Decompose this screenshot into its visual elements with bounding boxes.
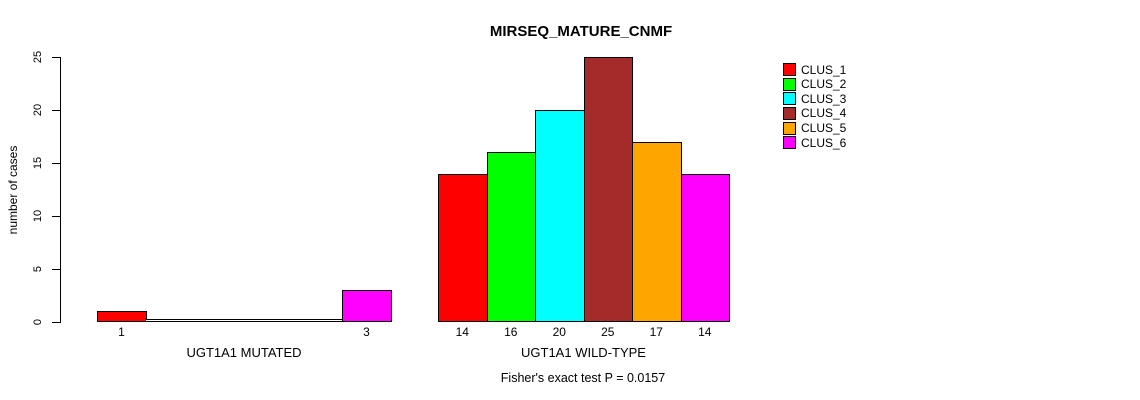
y-tick [52, 163, 60, 164]
bar-value-label: 1 [118, 325, 125, 339]
bar-clus_5 [632, 141, 682, 322]
zero-bar-clus_2 [146, 319, 196, 322]
zero-bar-clus_4 [244, 319, 294, 322]
y-tick-label: 0 [32, 318, 44, 326]
y-tick-label: 20 [32, 103, 44, 117]
legend-swatch [783, 63, 796, 76]
legend-swatch [783, 136, 796, 150]
y-tick [52, 269, 60, 270]
y-tick [52, 57, 60, 58]
legend-item-clus_6: CLUS_6 [783, 135, 847, 150]
legend-label: CLUS_1 [801, 62, 847, 77]
legend-item-clus_3: CLUS_3 [783, 91, 847, 106]
bar-value-label: 17 [649, 325, 663, 339]
bar-value-label: 20 [552, 325, 566, 339]
bar-value-label: 25 [601, 325, 615, 339]
legend-label: CLUS_2 [801, 77, 847, 92]
bar-clus_6 [342, 290, 392, 322]
legend-label: CLUS_3 [801, 91, 847, 106]
group-label-mutated: UGT1A1 MUTATED [186, 345, 302, 360]
legend-swatch [783, 106, 796, 120]
y-axis-title: number of cases [6, 145, 20, 235]
chart-title: MIRSEQ_MATURE_CNMF [489, 23, 673, 40]
bar-value-label: 14 [698, 325, 712, 339]
fisher-test-annotation: Fisher's exact test P = 0.0157 [500, 371, 666, 385]
y-axis-line [60, 57, 61, 323]
legend-item-clus_5: CLUS_5 [783, 121, 847, 136]
group-label-wildtype: UGT1A1 WILD-TYPE [521, 345, 646, 360]
bar-clus_4 [583, 57, 633, 322]
y-tick [52, 322, 60, 323]
bar-clus_1 [97, 311, 147, 322]
legend-swatch [783, 92, 796, 106]
bar-clus_6 [680, 173, 730, 322]
legend-label: CLUS_4 [801, 106, 847, 121]
y-tick-label: 25 [32, 50, 44, 64]
legend-item-clus_1: CLUS_1 [783, 62, 847, 77]
legend-label: CLUS_5 [801, 121, 847, 136]
legend-label: CLUS_6 [801, 135, 847, 150]
bar-value-label: 3 [363, 325, 370, 339]
y-tick-label: 5 [32, 265, 44, 273]
legend-swatch [783, 77, 796, 91]
legend-swatch [783, 121, 796, 135]
legend-item-clus_2: CLUS_2 [783, 77, 847, 92]
bar-clus_3 [535, 110, 585, 322]
bar-value-label: 16 [504, 325, 518, 339]
y-tick-label: 15 [32, 156, 44, 170]
y-tick [52, 216, 60, 217]
zero-bar-clus_3 [195, 319, 245, 322]
bar-clus_2 [486, 152, 536, 322]
legend-item-clus_4: CLUS_4 [783, 106, 847, 121]
zero-bar-clus_5 [293, 319, 343, 322]
bar-value-label: 14 [455, 325, 469, 339]
bar-clus_1 [438, 173, 488, 322]
y-tick [52, 110, 60, 111]
y-tick-label: 10 [32, 209, 44, 223]
